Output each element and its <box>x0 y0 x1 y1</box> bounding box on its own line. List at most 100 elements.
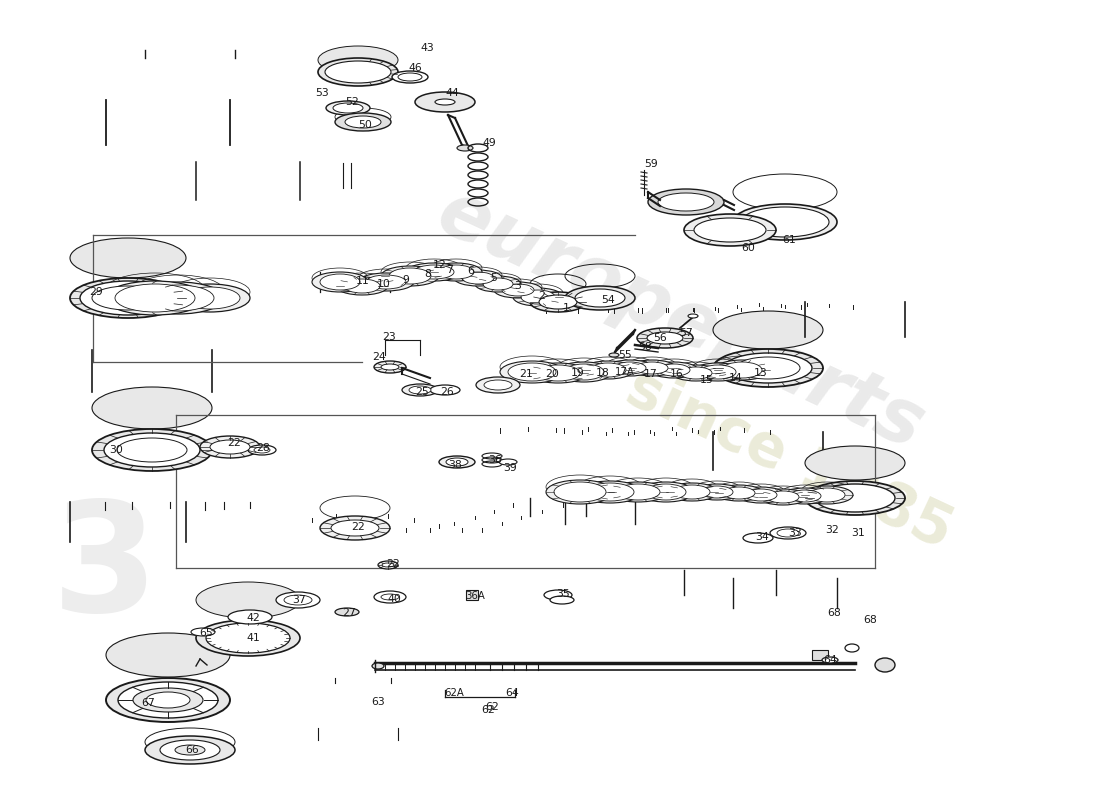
Text: 21: 21 <box>519 369 532 379</box>
Ellipse shape <box>578 481 642 503</box>
Ellipse shape <box>724 353 812 383</box>
Text: 5: 5 <box>491 273 497 283</box>
Ellipse shape <box>434 99 455 105</box>
Text: 31: 31 <box>851 528 865 538</box>
Ellipse shape <box>614 362 646 374</box>
Ellipse shape <box>475 276 521 292</box>
Ellipse shape <box>336 277 388 295</box>
Text: 59: 59 <box>645 159 658 169</box>
Text: 22: 22 <box>351 522 365 532</box>
Text: 40: 40 <box>387 594 400 604</box>
Text: 6: 6 <box>468 266 474 276</box>
Ellipse shape <box>637 328 693 348</box>
Ellipse shape <box>70 278 186 318</box>
Ellipse shape <box>336 608 359 616</box>
Text: 22: 22 <box>386 559 400 569</box>
Ellipse shape <box>320 516 390 540</box>
Ellipse shape <box>544 590 572 600</box>
Bar <box>812 650 828 660</box>
Ellipse shape <box>692 363 744 381</box>
Ellipse shape <box>381 364 399 370</box>
Text: 10: 10 <box>377 279 390 289</box>
Ellipse shape <box>513 288 563 306</box>
Text: 52: 52 <box>345 97 359 107</box>
Text: 62: 62 <box>481 705 495 715</box>
Text: 63: 63 <box>371 697 385 707</box>
Ellipse shape <box>372 663 384 669</box>
Ellipse shape <box>248 445 276 455</box>
Text: 68: 68 <box>827 608 840 618</box>
Ellipse shape <box>254 447 270 453</box>
Ellipse shape <box>118 682 218 718</box>
Ellipse shape <box>575 289 625 307</box>
Text: 32: 32 <box>825 525 839 535</box>
Ellipse shape <box>874 658 895 672</box>
Ellipse shape <box>180 287 240 309</box>
Ellipse shape <box>658 193 714 211</box>
Ellipse shape <box>714 360 770 380</box>
Ellipse shape <box>414 265 454 279</box>
Ellipse shape <box>722 362 762 378</box>
Ellipse shape <box>494 282 542 298</box>
Ellipse shape <box>556 362 612 382</box>
Text: 35: 35 <box>557 589 570 599</box>
Ellipse shape <box>590 363 626 377</box>
Ellipse shape <box>521 290 556 304</box>
Text: 18: 18 <box>596 368 609 378</box>
Ellipse shape <box>366 275 406 289</box>
Text: 19: 19 <box>571 368 585 378</box>
Ellipse shape <box>312 272 368 292</box>
Text: 3: 3 <box>52 495 158 645</box>
Text: 26: 26 <box>440 387 454 397</box>
Text: 43: 43 <box>420 43 433 53</box>
Ellipse shape <box>650 362 699 378</box>
Ellipse shape <box>737 487 785 503</box>
Ellipse shape <box>160 740 220 760</box>
Text: 17A: 17A <box>615 367 635 377</box>
Text: 60: 60 <box>741 243 755 253</box>
Ellipse shape <box>374 361 406 373</box>
Ellipse shape <box>70 238 186 278</box>
Text: 64: 64 <box>505 688 519 698</box>
Ellipse shape <box>415 92 475 112</box>
Text: 62A: 62A <box>444 688 464 698</box>
Ellipse shape <box>344 279 380 293</box>
Ellipse shape <box>638 482 694 502</box>
Ellipse shape <box>801 486 852 504</box>
Ellipse shape <box>805 481 905 515</box>
Ellipse shape <box>647 332 683 344</box>
Ellipse shape <box>409 386 431 394</box>
Ellipse shape <box>117 438 187 462</box>
Ellipse shape <box>777 529 799 537</box>
Ellipse shape <box>398 73 422 81</box>
Ellipse shape <box>666 483 718 501</box>
Ellipse shape <box>759 489 807 505</box>
Ellipse shape <box>484 380 512 390</box>
Ellipse shape <box>382 563 394 567</box>
Text: since 1985: since 1985 <box>618 359 962 561</box>
Text: 54: 54 <box>601 295 615 305</box>
Ellipse shape <box>333 103 363 113</box>
Text: 11: 11 <box>356 276 370 286</box>
Ellipse shape <box>742 533 773 543</box>
Text: 27: 27 <box>342 608 356 618</box>
Ellipse shape <box>648 189 724 215</box>
Ellipse shape <box>381 266 439 286</box>
Text: 41: 41 <box>246 633 260 643</box>
Ellipse shape <box>454 270 502 286</box>
Ellipse shape <box>345 116 381 128</box>
Ellipse shape <box>381 594 399 600</box>
Ellipse shape <box>554 482 606 502</box>
Ellipse shape <box>845 644 859 652</box>
Ellipse shape <box>374 591 406 603</box>
Ellipse shape <box>805 446 905 480</box>
Ellipse shape <box>693 484 741 500</box>
Ellipse shape <box>528 363 588 383</box>
Ellipse shape <box>606 360 654 376</box>
Ellipse shape <box>500 361 564 383</box>
Ellipse shape <box>446 458 468 466</box>
Ellipse shape <box>92 429 212 471</box>
Ellipse shape <box>565 286 635 310</box>
Ellipse shape <box>438 265 474 279</box>
Text: 39: 39 <box>503 463 517 473</box>
